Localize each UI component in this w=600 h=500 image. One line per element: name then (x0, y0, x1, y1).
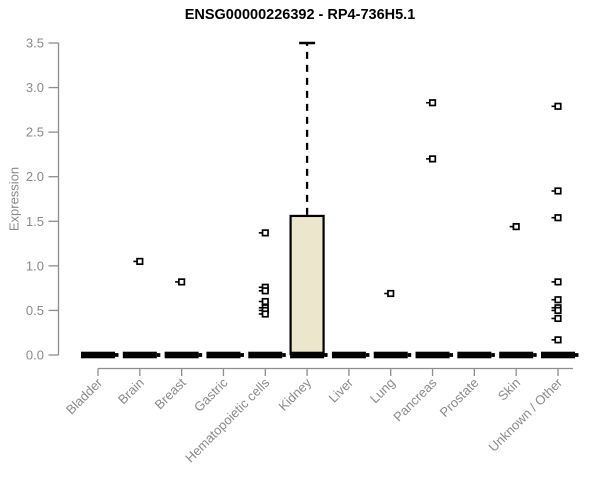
x-axis-category-label-kidney: Kidney (275, 375, 314, 414)
outlier-point-hematopoietic-cells (261, 229, 269, 237)
y-axis-tick-label: 1.5 (26, 214, 44, 229)
median-bar-nub-skin (533, 353, 537, 357)
median-bar-nub-breast (198, 353, 203, 357)
outlier-point-unknown-other (554, 102, 562, 110)
x-axis-category-label-pancreas: Pancreas (390, 375, 440, 425)
x-axis-category-label-unknown-other: Unknown / Other (486, 375, 566, 455)
outlier-point-hematopoietic-cells (261, 297, 269, 306)
outlier-point-brain (136, 257, 144, 265)
median-bar-nub-bladder (115, 353, 119, 357)
x-axis-category-label-skin: Skin (495, 375, 523, 403)
outlier-point-skin (512, 223, 520, 231)
x-axis-category-label-lung: Lung (367, 375, 398, 406)
x-axis-category-label-breast: Breast (152, 375, 189, 412)
outlier-point-lung (387, 289, 395, 298)
outlier-point-unknown-other (554, 306, 562, 315)
outlier-point-hematopoietic-cells (261, 310, 269, 318)
median-bar-unknown-other (540, 351, 575, 359)
x-axis-category-label-gastric: Gastric (191, 375, 231, 415)
median-bar-pancreas (415, 351, 450, 359)
outlier-point-breast (178, 278, 186, 286)
median-bar-nub-hematopoietic-cells (282, 353, 286, 357)
median-bar-prostate (457, 351, 492, 359)
median-bar-nub-brain (156, 353, 161, 357)
median-bar-hematopoietic-cells (248, 351, 283, 359)
median-bar-nub-liver (365, 353, 370, 357)
y-axis-tick-label: 3.5 (26, 35, 44, 50)
outlier-point-unknown-other (554, 296, 562, 304)
median-bar-lung (373, 351, 408, 359)
outlier-point-unknown-other (554, 187, 562, 195)
median-bar-gastric (206, 351, 241, 359)
outlier-point-unknown-other (554, 336, 562, 344)
median-bar-skin (499, 351, 534, 359)
x-axis-category-label-brain: Brain (115, 375, 147, 407)
y-axis-tick-label: 0.0 (26, 348, 44, 363)
x-axis-category-label-bladder: Bladder (63, 375, 106, 418)
median-bar-nub-gastric (240, 353, 244, 357)
median-bar-bladder (81, 351, 115, 359)
median-bar-brain (122, 351, 157, 359)
median-bar-nub-pancreas (449, 353, 454, 357)
chart-title: ENSG00000226392 - RP4-736H5.1 (184, 7, 416, 23)
y-axis-tick-label: 1.0 (26, 258, 44, 273)
median-bar-nub-prostate (491, 353, 495, 357)
outlier-point-unknown-other (554, 278, 562, 286)
y-axis-tick-label: 3.0 (26, 80, 44, 95)
box-kidney (289, 214, 325, 356)
median-bar-nub-kidney (324, 353, 328, 357)
outlier-point-unknown-other (554, 214, 562, 222)
outlier-point-pancreas (428, 99, 437, 107)
median-bar-breast (164, 351, 199, 359)
y-axis-tick-label: 2.5 (26, 125, 44, 140)
median-bar-nub-lung (407, 353, 412, 357)
y-axis-tick-label: 2.0 (26, 169, 44, 184)
outlier-point-unknown-other (554, 314, 562, 323)
outlier-point-hematopoietic-cells (261, 287, 269, 295)
x-axis-category-label-prostate: Prostate (437, 375, 482, 420)
outlier-point-pancreas (428, 155, 437, 163)
x-axis-category-label-liver: Liver (325, 375, 356, 406)
y-axis-tick-label: 0.5 (26, 303, 44, 318)
median-bar-liver (331, 351, 366, 359)
median-bar-kidney (290, 351, 325, 359)
median-bar-nub-unknown-other (574, 353, 579, 357)
